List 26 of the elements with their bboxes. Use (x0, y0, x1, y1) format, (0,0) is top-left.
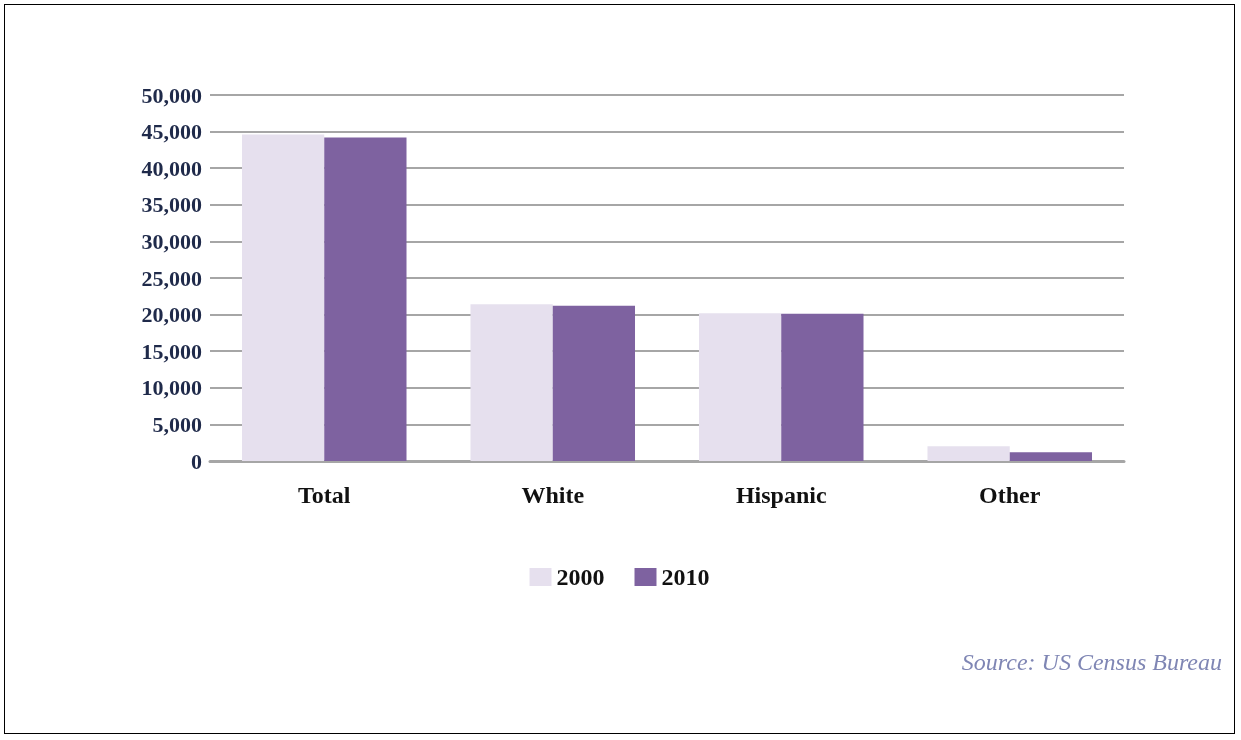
y-tick-label: 35,000 (141, 192, 202, 218)
y-tick-label: 5,000 (152, 411, 202, 437)
bar (927, 446, 1010, 461)
source-note: Source: US Census Bureau (961, 649, 1223, 675)
y-tick-label: 0 (191, 448, 202, 474)
legend-label: 2000 (556, 564, 605, 590)
bar (552, 305, 636, 461)
y-tick-label: 50,000 (141, 82, 202, 108)
bar (698, 313, 782, 461)
legend-label: 2010 (661, 564, 710, 590)
x-tick-label: Hispanic (735, 482, 827, 508)
y-tick-label: 20,000 (141, 302, 202, 328)
bar (241, 134, 325, 461)
bar (324, 137, 407, 461)
y-tick-label: 45,000 (141, 119, 202, 145)
y-tick-label: 40,000 (141, 155, 202, 181)
bar (1009, 452, 1093, 461)
x-tick-label: White (521, 482, 585, 508)
x-tick-label: Total (298, 482, 351, 508)
y-tick-label: 25,000 (141, 265, 202, 291)
bar (781, 313, 864, 461)
y-tick-label: 15,000 (141, 338, 202, 364)
y-tick-label: 30,000 (141, 228, 202, 254)
x-tick-label: Other (979, 482, 1041, 508)
y-tick-label: 10,000 (141, 375, 202, 401)
bar (470, 304, 553, 461)
